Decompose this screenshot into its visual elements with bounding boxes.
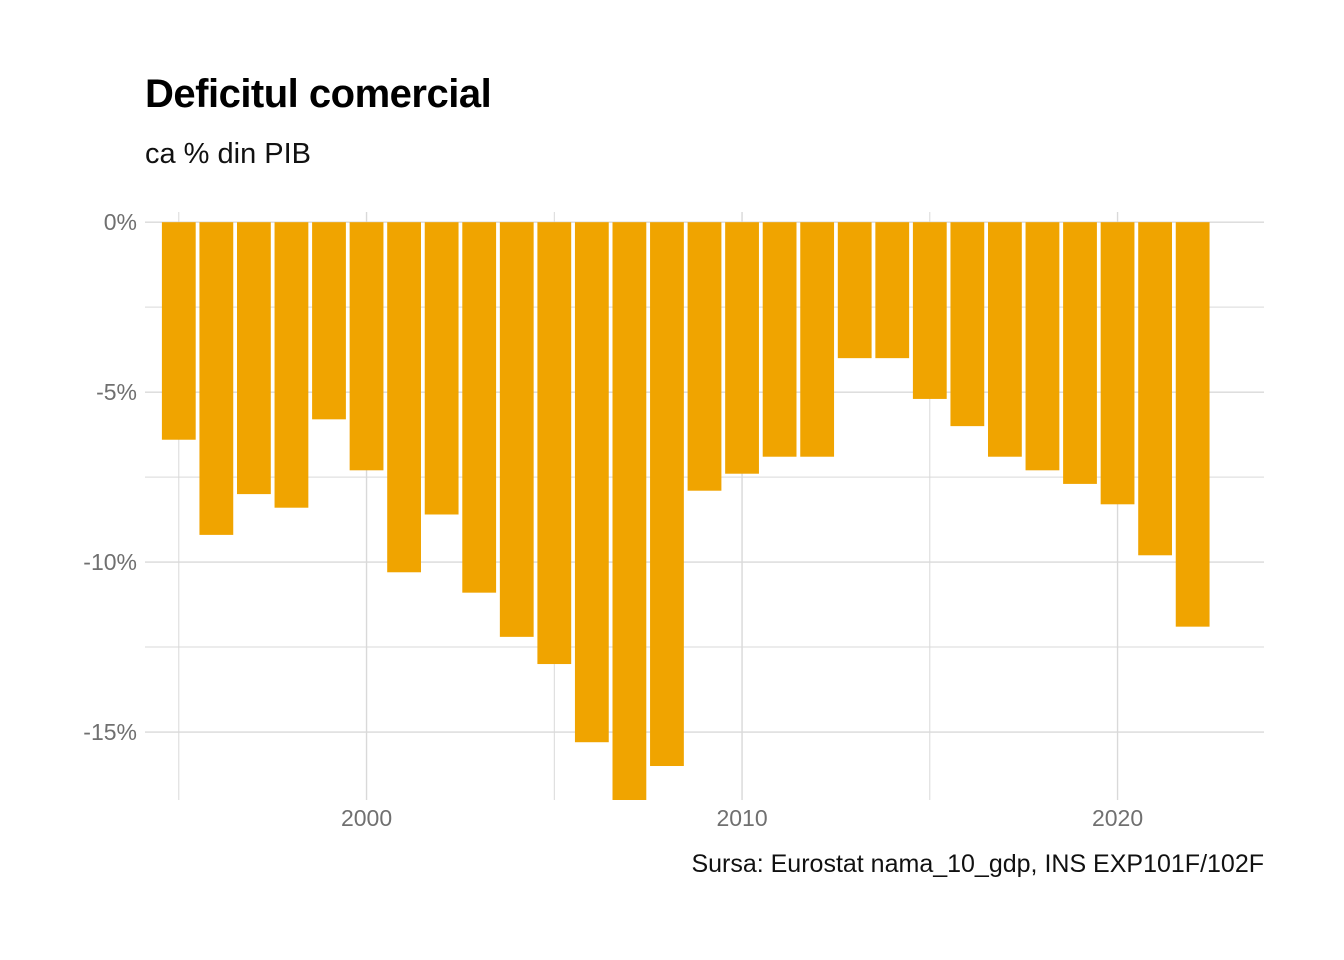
bar-2015	[912, 222, 947, 399]
chart-caption: Sursa: Eurostat nama_10_gdp, INS EXP101F…	[691, 850, 1264, 878]
bar-2000	[349, 222, 384, 471]
bar-2014	[875, 222, 910, 359]
bar-2022	[1175, 222, 1210, 627]
bar-2021	[1138, 222, 1173, 556]
y-tick-label: 0%	[104, 209, 137, 235]
bar-2003	[462, 222, 497, 593]
x-tick-label: 2020	[1092, 805, 1143, 831]
x-tick-label: 2000	[341, 805, 392, 831]
bar-2010	[725, 222, 759, 474]
y-tick-label: -15%	[83, 719, 137, 745]
y-tick-label: -10%	[83, 549, 137, 575]
bar-2018	[1025, 222, 1060, 471]
bar-2002	[424, 222, 459, 515]
bar-1999	[312, 222, 346, 420]
chart-subtitle: ca % din PIB	[145, 138, 312, 170]
bar-1996	[199, 222, 234, 535]
bars	[161, 222, 1210, 800]
bar-1995	[161, 222, 196, 440]
chart-title: Deficitul comercial	[145, 72, 492, 116]
x-axis-ticks: 2000 2010 2020	[341, 805, 1143, 831]
bar-2008	[650, 222, 684, 767]
bar-2013	[837, 222, 872, 359]
bar-2016	[950, 222, 985, 427]
bar-2019	[1063, 222, 1097, 484]
x-tick-label: 2010	[716, 805, 767, 831]
bar-2012	[800, 222, 835, 457]
y-tick-label: -5%	[96, 379, 137, 405]
bar-1998	[274, 222, 309, 508]
bar-2017	[988, 222, 1022, 457]
bar-2001	[387, 222, 421, 573]
bar-2004	[499, 222, 534, 637]
bar-2011	[762, 222, 797, 457]
bar-2009	[687, 222, 722, 491]
bar-2007	[612, 222, 647, 800]
bar-2005	[537, 222, 572, 665]
y-axis-ticks: 0% -5% -10% -15%	[83, 209, 137, 745]
bar-2006	[574, 222, 609, 743]
bar-1997	[236, 222, 271, 495]
bar-2020	[1100, 222, 1135, 505]
